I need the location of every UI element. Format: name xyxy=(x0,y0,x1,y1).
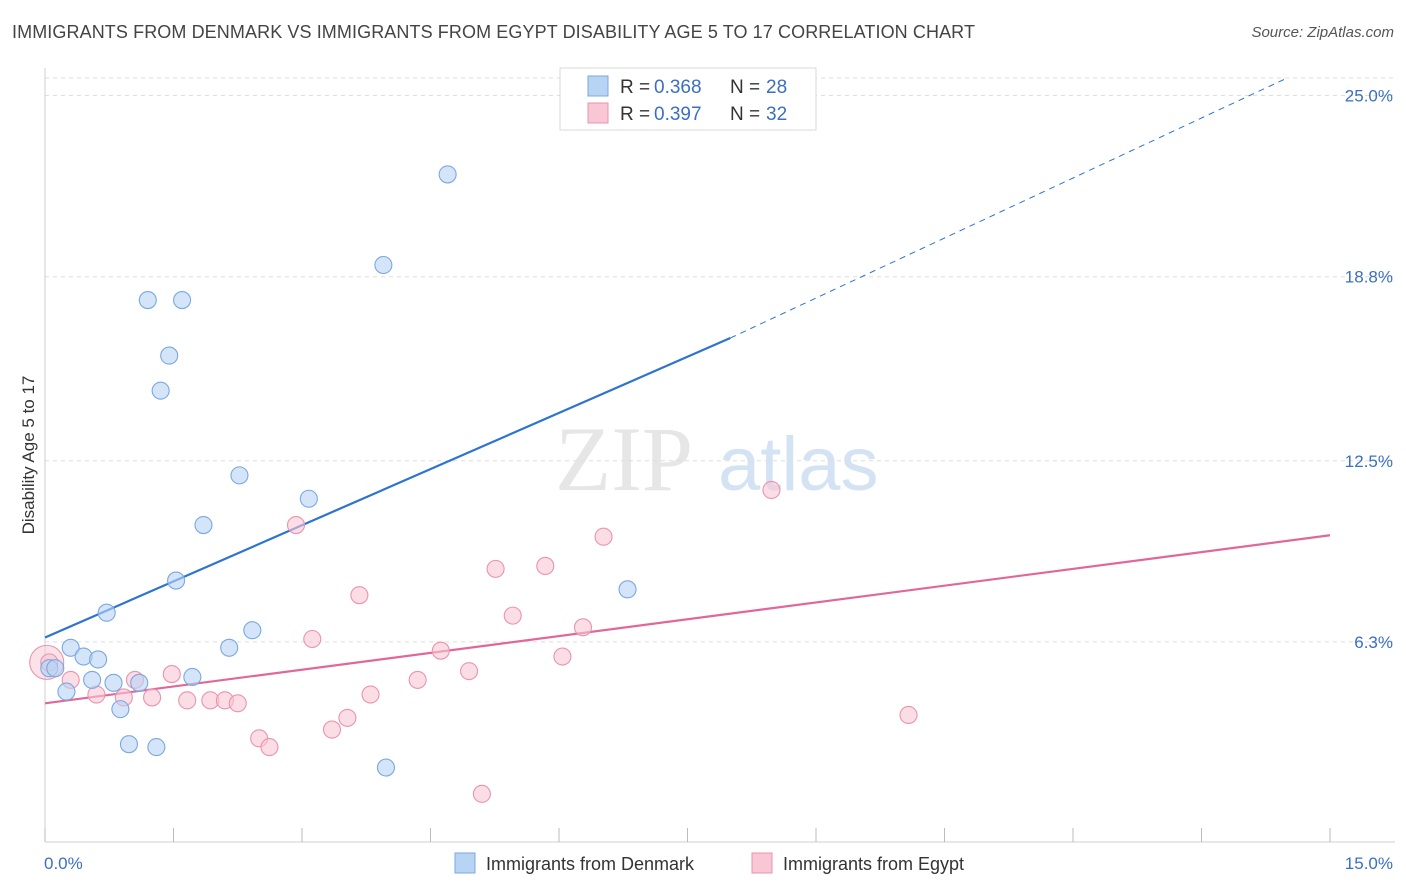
point-egypt-28 xyxy=(594,527,613,546)
legend-swatch-denmark xyxy=(587,75,609,97)
point-denmark-9 xyxy=(111,700,130,719)
legend-r-label-denmark: R = xyxy=(620,77,650,98)
trend-lines xyxy=(44,77,1331,705)
point-egypt-14 xyxy=(303,629,322,649)
point-egypt-5 xyxy=(143,688,162,707)
x-tick-labels: 0.0% 15.0% xyxy=(44,854,1393,873)
point-egypt-27 xyxy=(573,618,593,637)
point-egypt-19 xyxy=(408,670,427,689)
bottom-legend-swatch-egypt xyxy=(751,852,773,874)
point-denmark-7 xyxy=(97,603,116,622)
point-denmark-8 xyxy=(104,673,123,692)
chart-source: Source: ZipAtlas.com xyxy=(1251,24,1394,41)
legend-swatch-egypt xyxy=(587,102,609,124)
y-tick-label-0: 6.3% xyxy=(1354,633,1393,652)
trend-line-denmark-extension xyxy=(730,77,1288,339)
point-denmark-6 xyxy=(89,650,108,669)
point-egypt-21 xyxy=(459,662,479,681)
point-denmark-4 xyxy=(74,647,93,666)
point-denmark-11 xyxy=(130,673,149,692)
point-egypt-22 xyxy=(472,784,491,803)
legend-n-label-denmark: N = xyxy=(730,77,760,98)
legend-bottom: Immigrants from Denmark Immigrants from … xyxy=(454,852,964,874)
point-denmark-10 xyxy=(119,735,139,754)
point-denmark-23 xyxy=(299,489,318,508)
chart-title: IMMIGRANTS FROM DENMARK VS IMMIGRANTS FR… xyxy=(12,22,976,42)
point-denmark-15 xyxy=(160,346,179,365)
point-denmark-24 xyxy=(374,255,393,275)
point-egypt-30 xyxy=(899,705,918,725)
point-egypt-16 xyxy=(338,708,357,727)
point-denmark-22 xyxy=(243,621,262,640)
trend-line-denmark xyxy=(44,337,731,639)
legend-top: R = 0.368 N = 28 R = 0.397 N = 32 xyxy=(559,67,817,131)
point-denmark-13 xyxy=(147,738,166,757)
point-egypt-6 xyxy=(162,665,181,684)
trend-line-egypt xyxy=(44,534,1331,705)
legend-r-value-egypt: 0.397 xyxy=(654,104,702,125)
y-tick-label-1: 12.5% xyxy=(1345,452,1393,471)
point-egypt-17 xyxy=(350,586,369,605)
bottom-legend-swatch-denmark xyxy=(454,852,476,874)
y-tick-label-3: 25.0% xyxy=(1345,87,1393,106)
point-egypt-15 xyxy=(322,720,342,739)
x-tick-label-0: 0.0% xyxy=(44,854,83,873)
point-egypt-26 xyxy=(553,647,572,666)
axes xyxy=(44,68,1395,843)
point-denmark-25 xyxy=(376,758,396,777)
point-egypt-20 xyxy=(431,641,450,660)
bottom-legend-denmark: Immigrants from Denmark xyxy=(486,854,695,874)
point-egypt-7 xyxy=(178,691,197,710)
data-points xyxy=(29,165,918,803)
y-tick-labels: 6.3% 12.5% 18.8% 25.0% xyxy=(1345,87,1393,652)
y-axis-label: Disability Age 5 to 17 xyxy=(19,376,38,535)
point-denmark-18 xyxy=(183,667,202,687)
point-denmark-16 xyxy=(167,571,186,590)
point-denmark-3 xyxy=(61,638,80,657)
legend-n-label-egypt: N = xyxy=(730,104,760,125)
point-denmark-20 xyxy=(220,638,239,657)
point-egypt-18 xyxy=(361,685,380,704)
point-egypt-29 xyxy=(762,480,781,500)
point-denmark-14 xyxy=(151,381,170,400)
x-tick-label-1: 15.0% xyxy=(1345,854,1393,873)
point-denmark-27 xyxy=(618,580,637,599)
point-denmark-21 xyxy=(230,466,249,485)
point-egypt-12 xyxy=(260,738,279,757)
point-denmark-5 xyxy=(83,670,102,689)
point-denmark-1 xyxy=(46,659,65,678)
gridlines xyxy=(45,77,1395,643)
point-egypt-13 xyxy=(286,515,306,535)
point-denmark-12 xyxy=(138,291,157,310)
watermark-zip: ZIP xyxy=(555,408,693,510)
bottom-legend-egypt: Immigrants from Egypt xyxy=(783,854,964,874)
legend-n-value-denmark: 28 xyxy=(766,77,787,98)
legend-n-value-egypt: 32 xyxy=(766,104,787,125)
point-denmark-26 xyxy=(438,165,457,184)
y-tick-label-2: 18.8% xyxy=(1345,268,1393,287)
legend-r-value-denmark: 0.368 xyxy=(654,77,702,98)
point-egypt-25 xyxy=(536,556,555,576)
watermark-atlas: atlas xyxy=(718,422,879,507)
legend-r-label-egypt: R = xyxy=(620,104,650,125)
point-egypt-10 xyxy=(228,694,247,713)
point-denmark-2 xyxy=(57,682,76,701)
point-egypt-24 xyxy=(503,606,522,625)
point-denmark-17 xyxy=(173,291,192,310)
point-egypt-23 xyxy=(486,559,505,578)
point-denmark-19 xyxy=(194,515,213,535)
